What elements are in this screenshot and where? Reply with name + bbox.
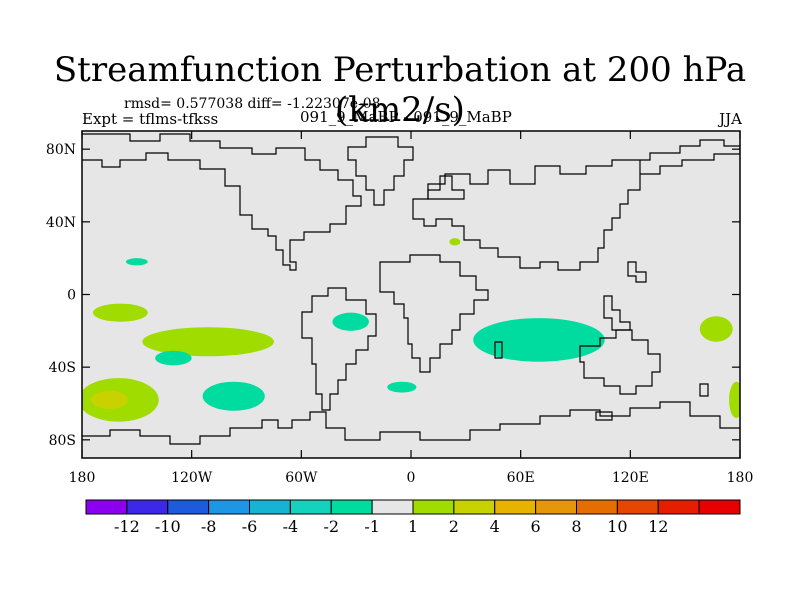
anomaly-region	[449, 238, 461, 246]
anomaly-region	[699, 316, 733, 342]
coastline-australia	[579, 329, 661, 395]
colorbar-swatch	[412, 499, 455, 515]
colorbar-swatch	[85, 499, 128, 515]
axes-layer: 80N 40N 0 40S 80S 180 120W 60W 0 60E 120E 180	[46, 131, 753, 486]
colorbar-label: -4	[283, 517, 299, 536]
colorbar-swatch	[698, 499, 741, 515]
colorbar-label: 12	[648, 517, 668, 536]
lat-tick-label: 40S	[49, 360, 76, 376]
colorbar-swatch	[576, 499, 618, 515]
season-label: JJA	[719, 110, 742, 128]
coastline-greenland	[347, 136, 414, 206]
anomaly-region	[125, 258, 148, 266]
anomaly-region	[729, 381, 740, 419]
anomaly-region	[387, 381, 417, 393]
coastline-eurasia	[412, 139, 740, 271]
plot-title: Streamfunction Perturbation at 200 hPa (…	[53, 50, 747, 130]
colorbar-label: -1	[364, 517, 380, 536]
colorbar-swatch	[167, 499, 210, 515]
lon-tick-label: 120W	[171, 470, 213, 486]
coastline-south-america	[301, 287, 377, 411]
anomaly-region	[473, 318, 605, 362]
colorbar-swatch	[371, 499, 414, 515]
stats-text: rmsd= 0.577038 diff= -1.22307e-08	[124, 96, 381, 112]
coastline-africa	[379, 254, 489, 373]
colorbar-swatch	[657, 499, 700, 515]
colorbar-swatch	[330, 499, 373, 515]
colorbar-swatch	[535, 499, 577, 515]
coastline-japan	[627, 261, 647, 283]
colorbar-swatch	[249, 499, 291, 515]
colorbar-label: -10	[155, 517, 181, 536]
lon-tick-label: 60W	[285, 470, 318, 486]
lon-tick-label: 180	[727, 470, 754, 486]
coastline-scandinavia	[427, 175, 465, 200]
colorbar-label: 10	[607, 517, 627, 536]
colorbar-label: -2	[323, 517, 339, 536]
anomaly-region	[92, 303, 148, 322]
lon-tick-label: 60E	[507, 470, 535, 486]
anomaly-region	[142, 327, 274, 357]
anomaly-region	[202, 381, 265, 411]
coastline-north-america	[82, 133, 362, 271]
colorbar-label: 8	[571, 517, 581, 536]
lat-tick-label: 40N	[46, 215, 76, 231]
lon-tick-label: 180	[69, 470, 96, 486]
coastline-south-atlantic-islands	[595, 411, 613, 421]
colorbar-label: 2	[449, 517, 459, 536]
coastline-madagascar	[494, 341, 503, 359]
anomaly-region	[91, 390, 128, 409]
lat-tick-label: 80N	[46, 142, 76, 158]
map-ocean-background	[82, 131, 740, 458]
lat-tick-label: 80S	[49, 433, 76, 449]
comparison-label: 091_9_MaBP - 091_9_MaBP	[300, 108, 512, 126]
colorbar-label: 1	[408, 517, 418, 536]
experiment-label: Expt = tflms-tfkss	[82, 110, 219, 128]
lon-tick-label: 0	[407, 470, 416, 486]
coastline-southeast-asia	[603, 295, 631, 331]
colorbar-label: -8	[201, 517, 217, 536]
anomaly-region	[332, 312, 369, 331]
colorbar-label: -6	[242, 517, 258, 536]
anomaly-region	[155, 350, 192, 366]
coastline-new-zealand	[699, 383, 709, 397]
colorbar-swatch	[616, 499, 659, 515]
colorbar-label: 4	[490, 517, 500, 536]
coastline-antarctica	[82, 401, 740, 445]
colorbar-label: -12	[114, 517, 140, 536]
lon-tick-label: 120E	[612, 470, 649, 486]
colorbar: -12 -10 -8 -6 -4 -2 -1 1 2 4 6 8 10 12	[85, 499, 741, 536]
lat-tick-label: 0	[67, 288, 76, 304]
colorbar-swatch	[208, 499, 250, 515]
colorbar-swatch	[494, 499, 537, 515]
colorbar-swatch	[453, 499, 496, 515]
anomaly-layer	[82, 238, 740, 422]
coastline-layer	[82, 133, 740, 445]
colorbar-swatch	[126, 499, 169, 515]
colorbar-swatch	[289, 499, 332, 515]
colorbar-label: 6	[531, 517, 541, 536]
